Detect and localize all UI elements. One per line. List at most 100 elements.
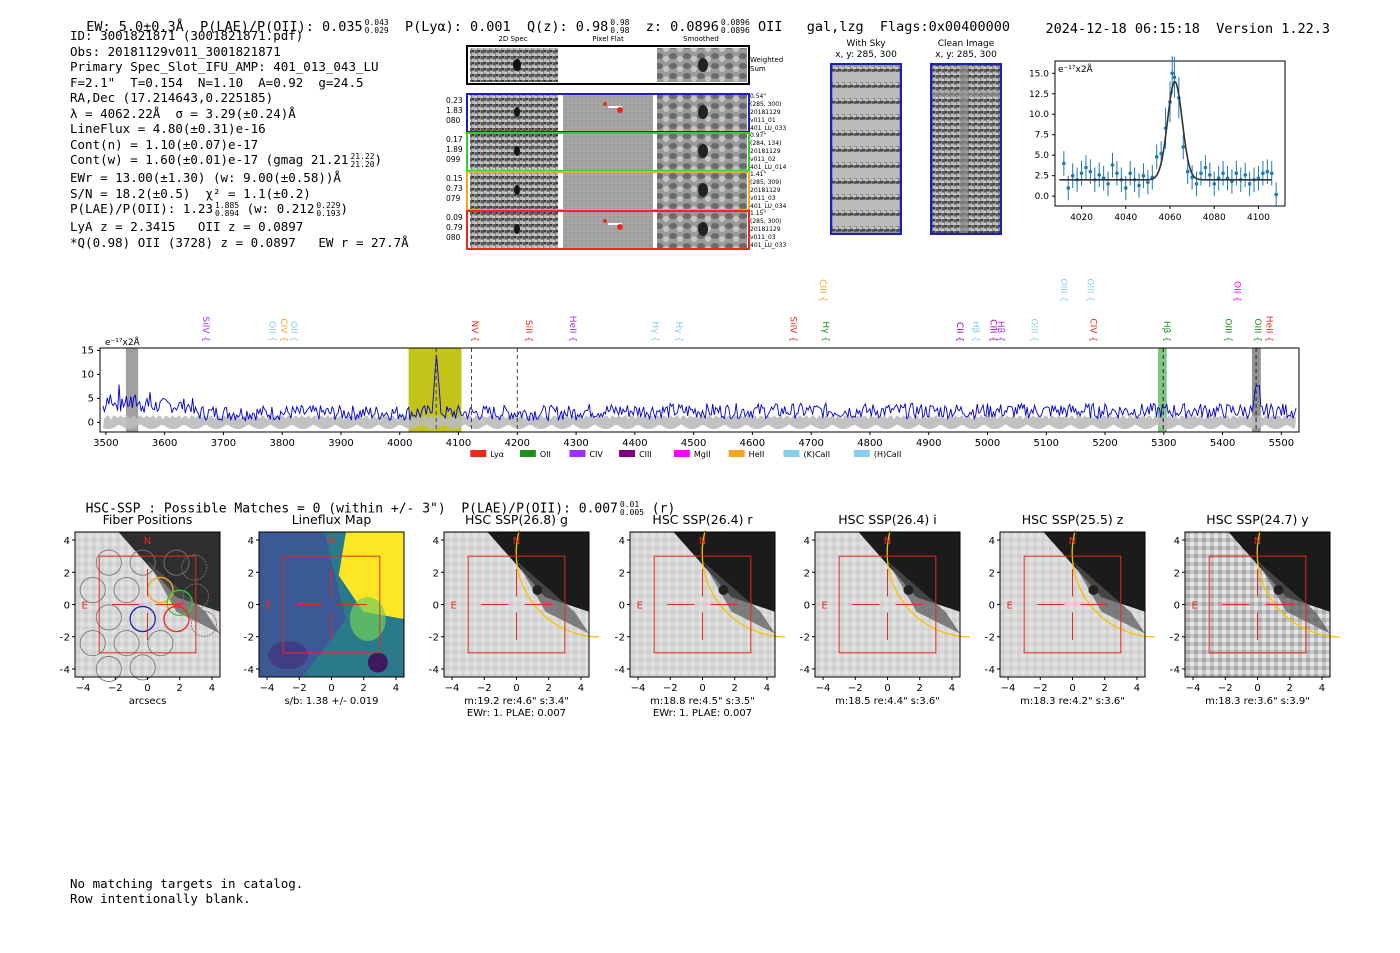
cutout-row-meta: v011_02 [750, 156, 776, 163]
hsc-xtick: −4 [445, 683, 460, 694]
spectrum-xtick: 4500 [681, 438, 706, 449]
fiber-circle [181, 554, 208, 581]
east-label: E [1191, 601, 1197, 612]
fit-point [1079, 160, 1084, 186]
hsc-xtick: 2 [732, 683, 738, 694]
hsc-ytick: 4 [64, 536, 70, 547]
cutout-row-meta: 20181129 [750, 226, 781, 233]
hsc-xtick: 4 [393, 683, 399, 694]
clean-image-title: Clean Image x, y: 285, 300 [935, 39, 997, 60]
with-sky-title: With Sky x, y: 285, 300 [835, 39, 897, 60]
cutout-row-meta: 401_LU_033 [750, 125, 787, 132]
cutout-row-meta: (284, 134) [750, 140, 781, 147]
spectrum-xtick: 5400 [1210, 438, 1235, 449]
hsc-panel-image: N E 4 2 0 −2 −4 −4 −2 0 2 4 [800, 530, 970, 694]
fit-point [1261, 160, 1265, 186]
fit-ytick: 0.0 [1035, 192, 1050, 202]
svg-text:CIV: CIV [589, 450, 603, 459]
hsc-ytick: 2 [248, 568, 254, 579]
hsc-xtick: −2 [1033, 683, 1048, 694]
clean-image [930, 63, 1002, 235]
hsc-panel-title: HSC SSP(25.5) z [1021, 512, 1124, 527]
spectrum-legend-item: MgII [673, 450, 711, 459]
footer-line-1: No matching targets in catalog. [70, 876, 304, 891]
spectrum-line-label: CIII { [987, 319, 997, 342]
spectrum-line-label: OIII { [1252, 318, 1262, 342]
hsc-xtick: 2 [546, 683, 552, 694]
hsc-xtick: 4 [1319, 683, 1325, 694]
spectrum-line-label: OIII { [1029, 318, 1039, 342]
hsc-panel: HSC SSP(25.5) z [985, 512, 1155, 527]
spectrum-line-label: CIII { [817, 279, 827, 302]
info-sn: S/N = 18.2(±0.5) χ² = 1.1(±0.2) [70, 185, 311, 201]
fit-curve [1059, 80, 1272, 181]
hsc-panel-image: N E 4 2 0 −2 −4 −4 −2 0 2 4 [615, 530, 785, 694]
fit-point [1137, 173, 1141, 198]
east-label: E [1006, 601, 1012, 612]
hsc-xtick: 0 [1254, 683, 1260, 694]
spectrum-line-label: OIII { [1223, 318, 1233, 342]
col-flat-label: Pixel Flat [592, 35, 624, 43]
spectrum-line-label: OII { [1231, 281, 1241, 302]
spectrum-xtick: 5100 [1034, 438, 1059, 449]
cutout-row-value: 0.17 [446, 135, 463, 144]
spectrum-unit-label: e⁻¹⁷x2Å [105, 336, 141, 348]
hsc-panel-title: HSC SSP(26.4) r [652, 512, 753, 527]
header-bar: EW: 5.0±0.3Å P(LAE)/P(OII): 0.035 0.043 0.… [70, 3, 1010, 36]
north-label: N [144, 536, 151, 547]
spectrum-legend-item: HeII [728, 450, 764, 459]
svg-text:Lyα: Lyα [490, 450, 504, 459]
hsc-ytick: 0 [433, 601, 439, 612]
spectrum-legend-item: Lyα [470, 450, 504, 459]
hsc-xtick: −2 [108, 683, 123, 694]
fit-ytick: 7.5 [1035, 131, 1049, 141]
hsc-panel: HSC SSP(24.7) y [1170, 512, 1340, 527]
spectrum-legend-item: CIII [619, 450, 652, 459]
info-radec: RA,Dec (17.214643,0.225185) [70, 90, 274, 105]
hsc-ytick: −2 [244, 633, 254, 644]
hsc-panel: HSC SSP(26.4) r [615, 512, 785, 527]
hsc-xtick: −2 [848, 683, 863, 694]
fit-point [1115, 160, 1119, 186]
spectrum-xtick: 4300 [563, 438, 588, 449]
spectrum-line [102, 354, 1297, 422]
cutout-row-value: 1.83 [446, 106, 463, 115]
hsc-panel: HSC SSP(26.4) i [800, 512, 970, 527]
cutout-row-meta: 20181129 [750, 187, 781, 194]
cutout-row-meta: v011_03 [750, 195, 776, 202]
cutout-row-meta: 0.54" [750, 93, 766, 100]
info-obs: Obs: 20181129v011_3001821871 [70, 43, 281, 59]
hsc-xtick: 4 [1134, 683, 1140, 694]
spectrum-line-label: Hγ { [820, 321, 830, 342]
hsc-xtick: 2 [917, 683, 923, 694]
hsc-panel-title: HSC SSP(26.8) g [465, 512, 568, 527]
east-label: E [81, 601, 87, 612]
spectrum-xtick: 4400 [622, 438, 647, 449]
flags-value: Flags:0x00400000 [879, 19, 1010, 35]
fit-xtick: 4020 [1070, 213, 1093, 223]
hsc-panel-caption: m:19.2 re:4.6" s:3.4" EWr: 1. PLAE: 0.007 [464, 696, 569, 719]
fit-point [1247, 171, 1252, 197]
hsc-ytick: 0 [64, 601, 70, 612]
hsc-panel: Lineflux Map [244, 512, 414, 527]
hsc-panel-image: N E 4 2 0 −2 −4 −4 −2 0 2 4 [60, 531, 221, 694]
hsc-panel-caption: arcsecs [128, 696, 167, 707]
info-lineflux: LineFlux = 4.80(±0.31)e-16 [70, 121, 266, 136]
fit-point [1181, 134, 1186, 160]
fiber-circle [163, 549, 190, 576]
spectrum-xtick: 5000 [975, 438, 1000, 449]
datetime: 2024-12-18 06:15:18 [1045, 21, 1200, 37]
east-label: E [450, 601, 456, 612]
cutout-row-meta: 1.41" [750, 171, 766, 178]
hsc-ytick: −4 [615, 665, 625, 676]
cutout-row-value: 0.15 [446, 174, 463, 183]
plae-value: P(LAE)/P(OII): 0.035 [200, 19, 363, 35]
spectrum-line-label: Hβ { [995, 321, 1005, 342]
cutout-row-meta: (285, 300) [750, 101, 781, 108]
info-fiber: F=2.1" T=0.154 N=1.10 A=0.92 g=24.5 [70, 74, 364, 90]
col-2d-label: 2D Spec [498, 35, 527, 43]
hsc-panel-image: N E 4 2 0 −2 −4 −4 −2 0 2 4 [1170, 530, 1340, 694]
fit-point [1070, 163, 1075, 188]
